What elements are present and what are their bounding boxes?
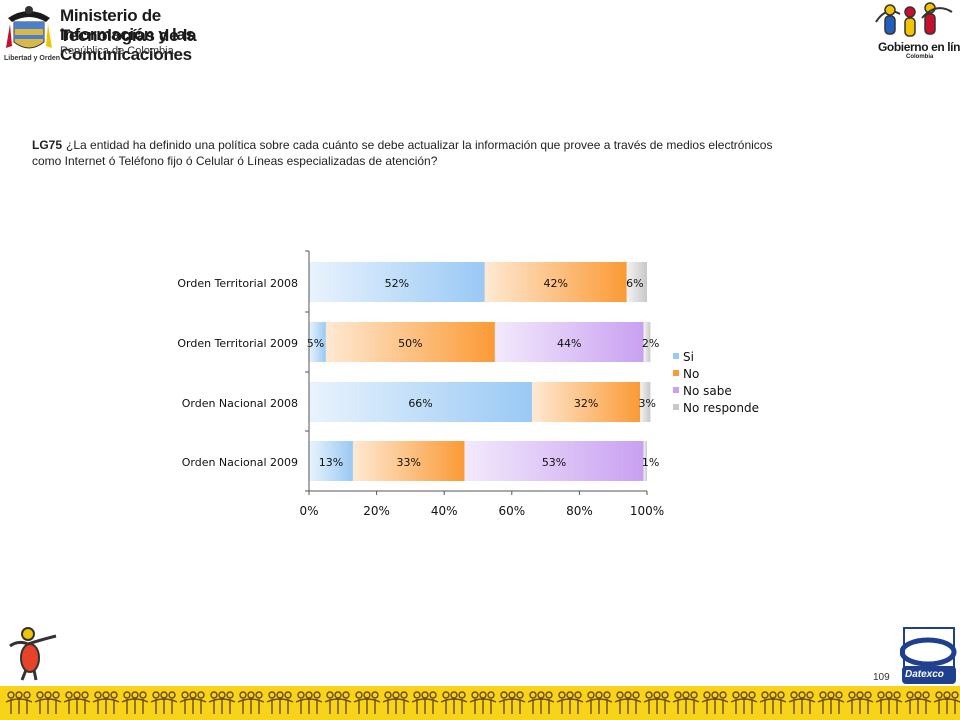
chart-legend: Si No No sabe No responde: [673, 350, 759, 415]
data-label: 32%: [574, 397, 598, 410]
data-label: 1%: [642, 456, 659, 469]
bar-no-responde-0: [626, 262, 647, 302]
ministry-country: República de Colombia: [60, 45, 174, 57]
people-pattern-icon: [5, 691, 960, 714]
bar-no-sabe-3: [464, 441, 644, 481]
question-body: ¿La entidad ha definido una política sob…: [32, 138, 773, 168]
footer-decorative-band: [0, 686, 960, 720]
x-tick-label: 80%: [566, 504, 593, 518]
bar-no-responde-3: [643, 441, 647, 481]
mascot-figure-icon: [9, 627, 57, 681]
x-tick-label: 60%: [498, 504, 525, 518]
category-label: Orden Territorial 2008: [177, 277, 298, 290]
category-label: Orden Nacional 2009: [182, 456, 298, 469]
bar-no-responde-1: [643, 322, 651, 362]
question-text: LG75 ¿La entidad ha definido una política…: [32, 137, 802, 169]
bar-si-0: [309, 262, 485, 302]
bar-si-2: [309, 382, 533, 422]
gobierno-en-linea-logo: Gobierno en línea Colombia: [872, 0, 960, 66]
bar-no-2: [532, 382, 641, 422]
x-tick-label: 0%: [299, 504, 318, 518]
legend-entry: Si: [683, 350, 694, 364]
x-tick-label: 100%: [630, 504, 664, 518]
ministry-name-line-1: Ministerio de Tecnologías de la: [60, 6, 197, 45]
bar-no-responde-2: [640, 382, 651, 422]
data-label: 2%: [642, 337, 659, 350]
ministry-name-line-2: Información y las Comunicaciones: [60, 25, 195, 64]
question-code: LG75: [32, 138, 63, 152]
datexco-swoosh-icon: [900, 627, 957, 684]
legend-entry: No sabe: [683, 384, 732, 398]
data-label: 6%: [626, 277, 643, 290]
data-label: 44%: [557, 337, 581, 350]
category-labels: Orden Territorial 2008 Orden Territorial …: [177, 277, 298, 469]
bar-si-3: [309, 441, 353, 481]
colombia-crest-icon: [6, 6, 52, 49]
x-tick-label: 40%: [431, 504, 458, 518]
page-number: 109: [873, 672, 890, 683]
legend-swatch: [673, 370, 679, 376]
bars: 52% 42% 6% 5% 50% 44% 2% 66% 32% 3% 13% 33% 53% 1%: [307, 262, 659, 481]
bar-si-1: [309, 322, 326, 362]
data-label: 50%: [398, 337, 422, 350]
brand-country: Colombia: [906, 54, 934, 60]
legend-entry: No: [683, 367, 699, 381]
data-label: 52%: [385, 277, 409, 290]
legend-swatch: [673, 353, 679, 359]
people-figures-icon: [875, 2, 953, 37]
data-label: 3%: [639, 397, 656, 410]
legend-entry: No responde: [683, 401, 759, 415]
datexco-logo: Datexco: [900, 626, 958, 686]
bar-no-1: [325, 322, 495, 362]
bar-no-0: [484, 262, 627, 302]
category-label: Orden Nacional 2008: [182, 397, 298, 410]
data-label: 33%: [396, 456, 420, 469]
legend-swatch: [673, 387, 679, 393]
bar-no-3: [352, 441, 465, 481]
crest-motto: Libertad y Orden: [4, 55, 61, 62]
data-label: 53%: [542, 456, 566, 469]
legend-swatch: [673, 404, 679, 410]
brand-name: Gobierno en línea: [878, 40, 960, 54]
data-label: 42%: [544, 277, 568, 290]
x-tick-label: 20%: [363, 504, 390, 518]
ministry-logo: Ministerio de Tecnologías de la Informac…: [2, 2, 242, 66]
data-label: 13%: [319, 456, 343, 469]
data-label: 5%: [307, 337, 324, 350]
data-label: 66%: [408, 397, 432, 410]
category-label: Orden Territorial 2009: [177, 337, 298, 350]
datexco-label: Datexco: [905, 669, 944, 680]
bar-no-sabe-1: [494, 322, 644, 362]
chart-axes: 0% 20% 40% 60% 80% 100%: [299, 250, 664, 518]
